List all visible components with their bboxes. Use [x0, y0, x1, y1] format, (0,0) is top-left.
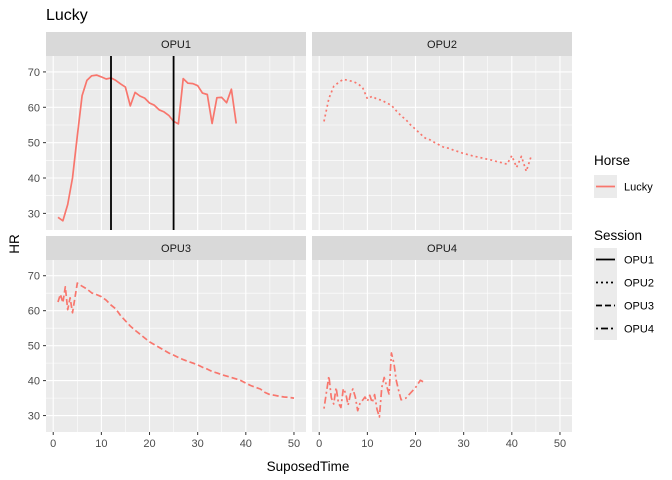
- strip-label-opu2: OPU2: [427, 39, 457, 51]
- legend-label-opu2: OPU2: [624, 278, 654, 290]
- y-tick-label: 60: [28, 102, 40, 114]
- x-tick-label: 0: [316, 438, 322, 450]
- strip-opu1: [46, 32, 306, 56]
- strip-label-opu4: OPU4: [427, 243, 457, 255]
- facet-opu1: OPU1 30 40 50 60 70: [28, 32, 306, 230]
- y-tick-label: 50: [28, 138, 40, 150]
- legend-title-horse: Horse: [594, 153, 630, 168]
- legend-key-bg: [594, 271, 617, 294]
- y-tick-label: 60: [28, 306, 40, 318]
- x-tick-label: 0: [50, 438, 56, 450]
- y-tick-label: 40: [28, 173, 40, 185]
- x-tick-label: 10: [95, 438, 107, 450]
- legend-label-opu4: OPU4: [624, 324, 654, 336]
- legend-label-opu3: OPU3: [624, 301, 654, 313]
- facet-opu2: OPU2: [312, 32, 572, 230]
- strip-opu3: [46, 236, 306, 260]
- x-tick-label: 20: [143, 438, 155, 450]
- series-line-opu3: [57, 282, 295, 399]
- strip-label-opu1: OPU1: [161, 39, 191, 51]
- x-tick-label: 50: [288, 438, 300, 450]
- facet-panels: OPU1 30 40 50 60 70 OPU2 OPU3 30 40 50 60 70 0 10 20 30 4…: [28, 32, 572, 450]
- legend-title-session: Session: [594, 228, 642, 243]
- y-tick-label: 50: [28, 341, 40, 353]
- y-tick-label: 40: [28, 376, 40, 388]
- x-tick-label: 50: [554, 438, 566, 450]
- strip-label-opu3: OPU3: [161, 243, 191, 255]
- x-tick-label: 40: [506, 438, 518, 450]
- x-tick-label: 10: [361, 438, 373, 450]
- y-axis-title: HR: [7, 234, 22, 254]
- x-tick-label: 40: [240, 438, 252, 450]
- y-tick-label: 30: [28, 208, 40, 220]
- y-tick-label: 30: [28, 411, 40, 423]
- series-line-opu1: [57, 74, 238, 222]
- y-tick-label: 70: [28, 67, 40, 79]
- legend-label-lucky: Lucky: [624, 182, 653, 194]
- x-tick-label: 20: [409, 438, 421, 450]
- strip-opu2: [312, 32, 572, 56]
- legend: Horse Lucky Session OPU1 OPU2 OPU3 OPU4: [594, 153, 654, 340]
- facet-opu3: OPU3 30 40 50 60 70 0 10 20 30 40 50: [28, 236, 306, 450]
- chart-title: Lucky: [46, 7, 88, 24]
- x-axis-title: SuposedTime: [267, 459, 350, 474]
- y-tick-label: 70: [28, 271, 40, 283]
- x-tick-label: 30: [458, 438, 470, 450]
- strip-opu4: [312, 236, 572, 260]
- series-line-opu2: [323, 78, 532, 173]
- facet-opu4: OPU4 0 10 20 30 40 50: [312, 236, 572, 450]
- x-tick-label: 30: [192, 438, 204, 450]
- legend-label-opu1: OPU1: [624, 255, 654, 267]
